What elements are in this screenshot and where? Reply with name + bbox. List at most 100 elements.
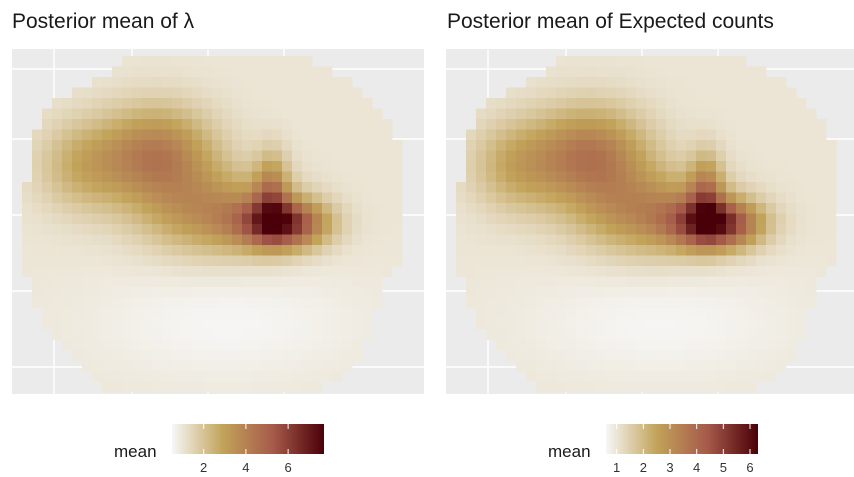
- raster-cell-lambda: [72, 308, 83, 319]
- raster-cell-expected-counts: [756, 129, 767, 141]
- raster-cell-expected-counts: [706, 66, 717, 78]
- raster-cell-lambda: [102, 140, 113, 151]
- raster-cell-lambda: [112, 77, 123, 88]
- raster-cell-lambda: [302, 161, 313, 172]
- raster-cell-expected-counts: [706, 77, 717, 88]
- raster-cell-expected-counts: [696, 182, 707, 193]
- raster-cell-expected-counts: [676, 350, 687, 361]
- raster-cell-expected-counts: [816, 255, 827, 267]
- raster-cell-lambda: [242, 140, 253, 151]
- raster-cell-lambda: [302, 192, 313, 204]
- raster-cell-expected-counts: [546, 98, 557, 109]
- raster-cell-expected-counts: [566, 339, 577, 351]
- raster-cell-expected-counts: [626, 161, 637, 172]
- raster-cell-lambda: [272, 234, 283, 246]
- raster-cell-lambda: [82, 350, 93, 361]
- raster-cell-expected-counts: [676, 119, 687, 130]
- raster-cell-lambda: [222, 360, 233, 372]
- raster-cell-lambda: [372, 171, 383, 183]
- raster-cell-expected-counts: [646, 171, 657, 183]
- raster-cell-expected-counts: [496, 213, 507, 225]
- raster-cell-expected-counts: [476, 203, 487, 214]
- raster-cell-expected-counts: [726, 234, 737, 246]
- raster-cell-lambda: [212, 213, 223, 225]
- raster-cell-lambda: [302, 276, 313, 288]
- raster-cell-lambda: [102, 224, 113, 235]
- raster-cell-lambda: [92, 255, 103, 267]
- raster-cell-lambda: [112, 329, 123, 340]
- raster-cell-expected-counts: [566, 297, 577, 309]
- raster-cell-expected-counts: [786, 87, 797, 99]
- raster-cell-lambda: [92, 318, 103, 330]
- raster-cell-lambda: [132, 87, 143, 99]
- raster-cell-lambda: [192, 182, 203, 193]
- raster-cell-expected-counts: [576, 129, 587, 141]
- raster-cell-lambda: [222, 297, 233, 309]
- raster-cell-lambda: [82, 203, 93, 214]
- raster-cell-expected-counts: [706, 203, 717, 214]
- raster-cell-expected-counts: [476, 161, 487, 172]
- raster-cell-lambda: [242, 192, 253, 204]
- raster-cell-lambda: [252, 297, 263, 309]
- raster-cell-lambda: [192, 245, 203, 256]
- raster-cell-lambda: [352, 245, 363, 256]
- raster-cell-expected-counts: [736, 381, 747, 393]
- raster-cell-lambda: [272, 161, 283, 172]
- raster-cell-expected-counts: [656, 276, 667, 288]
- raster-cell-expected-counts: [546, 108, 557, 120]
- raster-cell-expected-counts: [576, 161, 587, 172]
- raster-cell-lambda: [332, 98, 343, 109]
- raster-cell-lambda: [52, 161, 63, 172]
- raster-cell-lambda: [192, 87, 203, 99]
- raster-cell-expected-counts: [776, 140, 787, 151]
- raster-cell-lambda: [162, 224, 173, 235]
- raster-cell-expected-counts: [616, 213, 627, 225]
- raster-cell-lambda: [132, 371, 143, 382]
- raster-cell-expected-counts: [816, 129, 827, 141]
- raster-cell-expected-counts: [566, 98, 577, 109]
- raster-cell-lambda: [162, 98, 173, 109]
- raster-cell-expected-counts: [656, 350, 667, 361]
- raster-cell-lambda: [112, 297, 123, 309]
- raster-cell-lambda: [152, 287, 163, 298]
- raster-cell-expected-counts: [636, 308, 647, 319]
- raster-cell-lambda: [132, 339, 143, 351]
- raster-cell-lambda: [152, 371, 163, 382]
- raster-cell-expected-counts: [826, 213, 837, 225]
- raster-cell-expected-counts: [656, 318, 667, 330]
- raster-cell-expected-counts: [596, 182, 607, 193]
- raster-cell-expected-counts: [656, 308, 667, 319]
- raster-cell-expected-counts: [466, 245, 477, 256]
- raster-cell-expected-counts: [686, 339, 697, 351]
- raster-cell-expected-counts: [526, 213, 537, 225]
- raster-cell-expected-counts: [756, 87, 767, 99]
- raster-cell-lambda: [52, 140, 63, 151]
- raster-cell-lambda: [112, 339, 123, 351]
- raster-cell-expected-counts: [466, 182, 477, 193]
- raster-cell-expected-counts: [546, 297, 557, 309]
- raster-cell-expected-counts: [566, 224, 577, 235]
- raster-cell-expected-counts: [556, 119, 567, 130]
- raster-cell-expected-counts: [716, 381, 727, 393]
- raster-cell-lambda: [232, 108, 243, 120]
- raster-cell-expected-counts: [756, 182, 767, 193]
- raster-cell-expected-counts: [476, 108, 487, 120]
- raster-cell-expected-counts: [816, 192, 827, 204]
- raster-cell-lambda: [382, 213, 393, 225]
- raster-cell-lambda: [342, 182, 353, 193]
- raster-cell-expected-counts: [756, 224, 767, 235]
- raster-cell-lambda: [192, 287, 203, 298]
- raster-cell-expected-counts: [666, 213, 677, 225]
- raster-cell-lambda: [242, 360, 253, 372]
- raster-cell-lambda: [342, 98, 353, 109]
- raster-cell-lambda: [282, 287, 293, 298]
- raster-cell-expected-counts: [516, 339, 527, 351]
- raster-cell-expected-counts: [676, 213, 687, 225]
- raster-cell-expected-counts: [596, 339, 607, 351]
- raster-cell-lambda: [152, 182, 163, 193]
- raster-cell-lambda: [262, 161, 273, 172]
- raster-cell-lambda: [32, 161, 43, 172]
- raster-cell-expected-counts: [536, 287, 547, 298]
- raster-cell-expected-counts: [606, 255, 617, 267]
- raster-cell-lambda: [332, 329, 343, 340]
